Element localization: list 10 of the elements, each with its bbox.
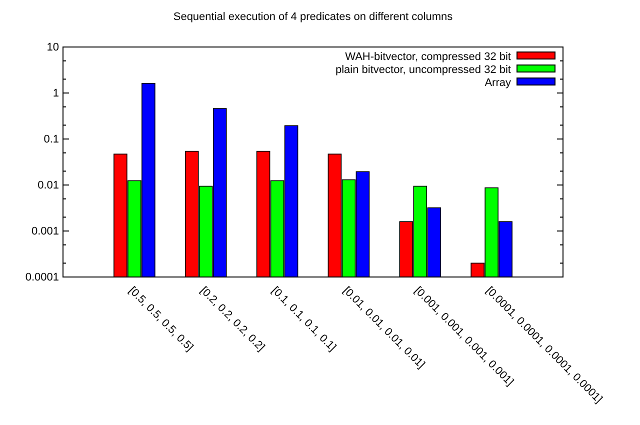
- y-tick-label: 0.01: [38, 180, 59, 192]
- y-tick-label: 0.0001: [25, 272, 59, 284]
- legend-label: Array: [484, 77, 512, 89]
- legend-label: plain bitvector, uncompressed 32 bit: [336, 64, 511, 76]
- y-tick-label: 10: [46, 42, 59, 54]
- chart-title: Sequential execution of 4 predicates on different columns: [173, 11, 454, 23]
- legend-label: WAH-bitvector, compressed 32 bit: [345, 51, 511, 63]
- y-tick-label: 0.001: [31, 226, 59, 238]
- y-tick-label: 0.1: [44, 134, 59, 146]
- y-tick-label: 1: [52, 88, 59, 100]
